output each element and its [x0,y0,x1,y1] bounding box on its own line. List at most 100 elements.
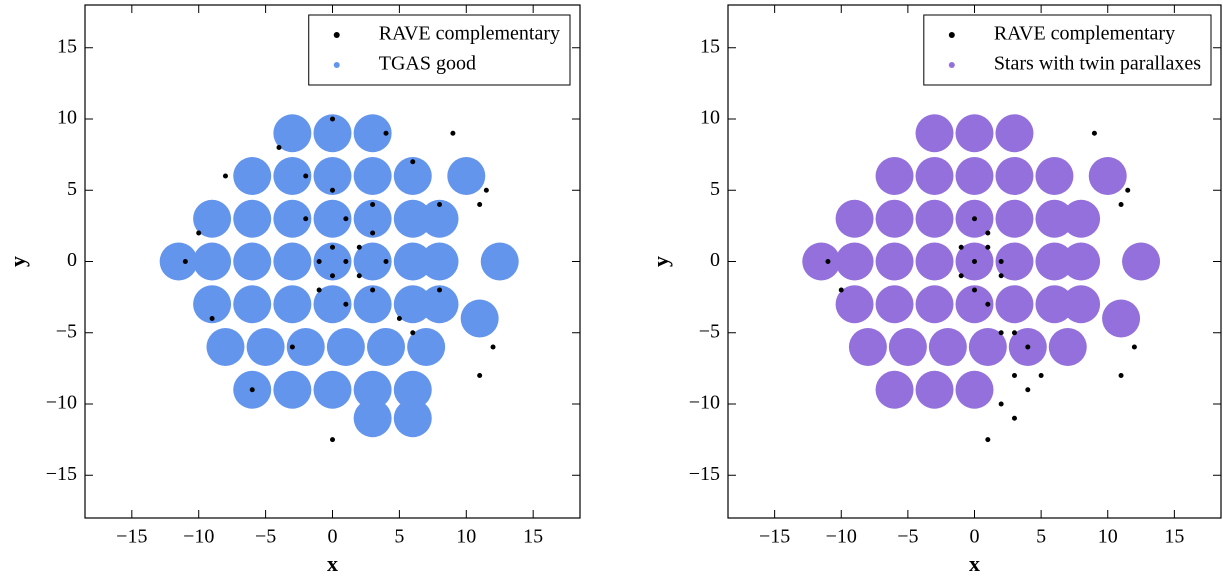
point [1035,199,1074,238]
point [393,285,432,324]
point [437,202,443,207]
x-tick-label: −5 [897,526,918,548]
x-axis-label: x [969,551,980,576]
point [1025,344,1031,350]
point [316,287,322,293]
point [875,199,914,238]
point [326,328,365,366]
x-tick-label: 0 [970,526,980,548]
point [420,199,459,238]
point [955,114,994,153]
point [985,244,991,250]
point [995,285,1034,324]
point [330,116,335,122]
point [1062,285,1101,324]
x-axis-label: x [327,551,338,576]
point [233,285,272,324]
point [343,216,349,222]
point [370,230,376,236]
legend: RAVE complementary Stars with twin parall… [923,14,1212,86]
point [353,199,392,238]
point [353,114,392,153]
y-tick-label: −10 [46,392,77,414]
point [353,399,392,438]
point [286,328,325,366]
y-tick-label: 5 [67,178,77,200]
point [367,328,406,366]
y-tick-label: −10 [689,392,720,414]
y-tick-label: 10 [57,107,77,129]
point [383,130,389,136]
point [1131,344,1137,350]
legend-item: Stars with twin parallaxes [948,53,1201,75]
point [835,242,874,281]
point [370,287,376,293]
point [928,328,967,366]
y-tick-label: 0 [710,249,720,271]
point [356,244,362,250]
x-tick-label: −10 [183,526,214,548]
point [995,242,1034,281]
point [273,370,312,409]
point [477,202,483,207]
point [330,437,335,443]
point [915,242,954,281]
point [1035,242,1074,281]
y-tick-label: −5 [56,320,77,342]
point [1048,328,1087,366]
point [353,370,392,409]
x-tick-label: 15 [1164,526,1184,548]
point [835,199,874,238]
point [915,199,954,238]
legend-box [923,14,1212,86]
point [353,242,392,281]
point [958,244,964,250]
point [838,287,844,293]
point [958,273,964,279]
point [1011,415,1017,421]
point [968,328,1007,366]
point [343,259,349,264]
point [396,316,402,321]
point [1011,373,1017,378]
points [159,114,519,443]
y-tick-label: 5 [710,178,720,200]
point [450,130,456,136]
point [477,373,483,378]
point [875,242,914,281]
legend-label: Stars with twin parallaxes [994,53,1201,75]
point [193,285,232,324]
points [802,114,1161,443]
point [835,285,874,324]
legend-label: RAVE complementary [379,23,560,45]
point [985,437,991,443]
point [1035,157,1074,195]
point [313,242,352,281]
point [273,242,312,281]
y-axis-label: y [5,256,30,267]
x-tick-label: −15 [116,526,147,548]
point [888,328,927,366]
legend-label: RAVE complementary [994,23,1175,45]
point [370,202,376,207]
y-tick-label: 15 [57,35,77,57]
point [848,328,887,366]
point [915,285,954,324]
point [875,285,914,324]
point [159,242,198,281]
point [995,114,1034,153]
point [313,114,352,153]
point [1102,299,1141,338]
point [955,370,994,409]
point [998,273,1004,279]
point [1038,373,1044,378]
point [1062,242,1101,281]
point [182,259,188,264]
point [407,328,446,366]
point [193,199,232,238]
point [825,259,831,264]
point [972,259,977,264]
point [273,114,312,153]
y-tick-label: −15 [46,463,77,485]
